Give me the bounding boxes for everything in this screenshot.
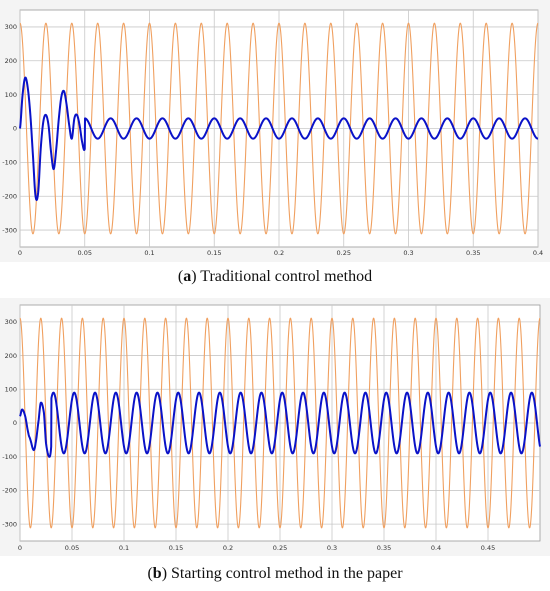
chart-a-x-tick-label: 0.05 (78, 249, 92, 257)
chart-a-y-tick-label: 200 (5, 57, 17, 65)
chart-b-series-current (19, 391, 541, 458)
caption-a-text: Traditional control method (200, 268, 373, 285)
chart-a-x-tick-label: 0 (18, 249, 22, 257)
chart-panel-b: 0 0.05 0.1 0.15 0.2 0.25 0.3 0.35 0.4 0.45 300 200 1… (0, 298, 550, 556)
chart-b-y-tick-label: 0 (13, 419, 17, 427)
chart-b-y-tick-label: 100 (5, 385, 17, 393)
chart-a-x-tick-label: 0.2 (274, 249, 284, 257)
chart-a-x-tick-label: 0.3 (403, 249, 413, 257)
chart-b-y-tick-label: 300 (5, 318, 17, 326)
chart-a-y-tick-label: 100 (5, 91, 17, 99)
chart-b-x-tick-label: 0.25 (273, 544, 287, 552)
chart-a-series-voltage (19, 22, 539, 235)
chart-a-svg: 0 0.05 0.1 0.15 0.2 0.25 0.3 0.35 0.4 300 200 100 0 -… (0, 0, 550, 262)
chart-a-series-current (19, 76, 539, 201)
chart-b-x-tick-label: 0.4 (431, 544, 441, 552)
chart-a-y-tick-label: -100 (2, 159, 17, 167)
chart-b-grid (19, 305, 540, 541)
chart-b-y-tick-label: -200 (2, 487, 17, 495)
chart-b-x-tick-label: 0.45 (481, 544, 495, 552)
chart-a-x-tick-label: 0.4 (533, 249, 543, 257)
caption-b-text: Starting control method in the paper (171, 565, 403, 582)
chart-a-y-tick-label: 300 (5, 23, 17, 31)
chart-a-x-tick-label: 0.25 (337, 249, 351, 257)
chart-a-y-tick-label: 0 (13, 125, 17, 133)
chart-b-x-tick-label: 0.2 (223, 544, 233, 552)
chart-b-y-tick-label: 200 (5, 352, 17, 360)
chart-b-x-tick-label: 0.1 (119, 544, 129, 552)
caption-a-letter: a (183, 268, 192, 285)
chart-a-y-tick-label: -300 (2, 226, 17, 234)
chart-b-series-voltage (19, 317, 541, 529)
chart-b-y-tick-label: -100 (2, 453, 17, 461)
caption-b: (b) Starting control method in the paper (147, 565, 403, 582)
chart-b-svg: 0 0.05 0.1 0.15 0.2 0.25 0.3 0.35 0.4 0.45 300 200 1… (0, 298, 550, 556)
chart-b-x-tick-label: 0.35 (377, 544, 391, 552)
chart-panel-a: 0 0.05 0.1 0.15 0.2 0.25 0.3 0.35 0.4 300 200 100 0 -… (0, 0, 550, 262)
chart-b-x-tick-label: 0.15 (169, 544, 183, 552)
chart-a-x-tick-label: 0.15 (207, 249, 221, 257)
chart-a-grid (19, 10, 539, 247)
chart-a-x-tick-label: 0.35 (466, 249, 480, 257)
chart-a-y-tick-label: -200 (2, 192, 17, 200)
chart-b-x-tick-label: 0.3 (327, 544, 337, 552)
caption-a: (a) Traditional control method (177, 268, 373, 285)
caption-b-letter: b (152, 565, 162, 582)
chart-a-x-tick-label: 0.1 (144, 249, 154, 257)
chart-b-x-tick-label: 0.05 (65, 544, 79, 552)
chart-b-x-tick-label: 0 (18, 544, 22, 552)
chart-b-y-tick-label: -300 (2, 520, 17, 528)
